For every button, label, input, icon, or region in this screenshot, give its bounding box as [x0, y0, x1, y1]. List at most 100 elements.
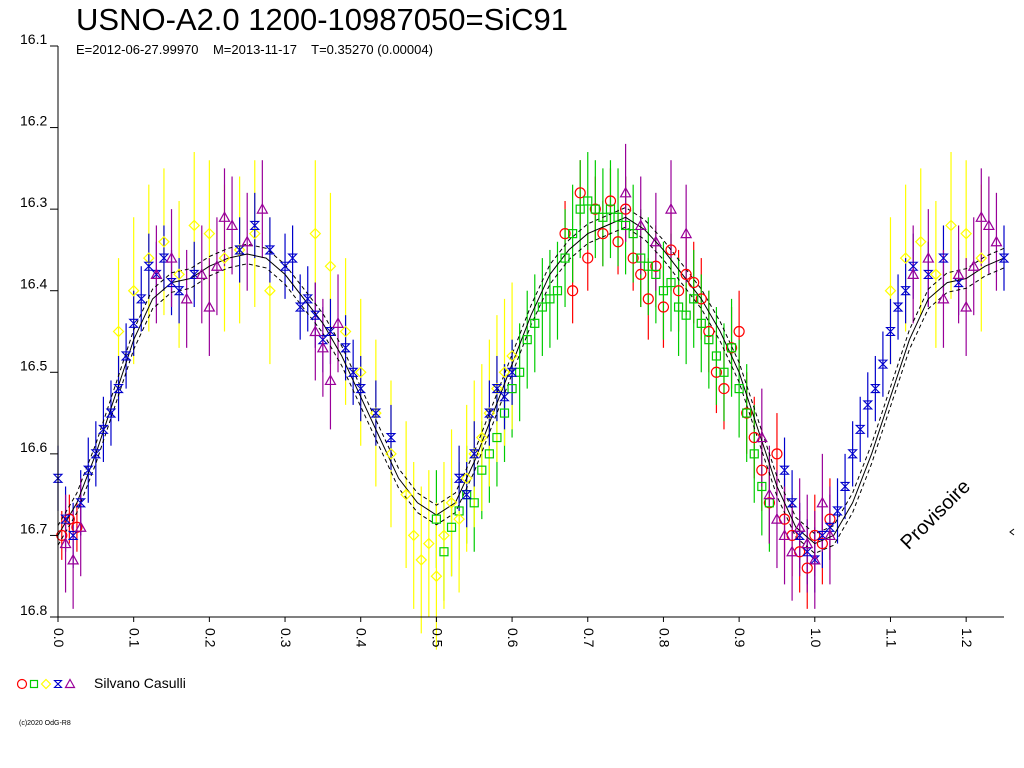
- point-triangle: [226, 219, 239, 231]
- point-triangle: [763, 488, 776, 500]
- y-tick-label: 16.6: [20, 439, 47, 455]
- point-diamond: [460, 472, 473, 485]
- point-square: [484, 449, 494, 459]
- point-star: [484, 408, 495, 418]
- point-triangle: [59, 537, 72, 549]
- legend-square-icon: [29, 679, 39, 689]
- chart-subtitle: E=2012-06-27.99970 M=2013-11-17 T=0.3527…: [76, 42, 433, 57]
- point-circle: [801, 562, 813, 574]
- point-circle: [642, 293, 654, 305]
- point-star: [779, 465, 790, 475]
- point-diamond: [339, 325, 352, 338]
- y-tick-label: 16.3: [20, 194, 47, 210]
- point-star: [317, 335, 329, 345]
- point-star: [120, 351, 132, 361]
- point-diamond: [430, 570, 443, 583]
- point-square: [673, 302, 684, 312]
- point-star: [461, 490, 472, 500]
- point-circle: [688, 276, 700, 289]
- point-star: [340, 343, 351, 353]
- point-square: [507, 384, 517, 394]
- point-triangle: [180, 292, 193, 304]
- point-square: [620, 220, 631, 231]
- point-square: [704, 335, 714, 345]
- point-diamond: [385, 448, 397, 460]
- point-star: [824, 522, 836, 532]
- point-triangle: [907, 268, 920, 279]
- point-circle: [567, 285, 579, 297]
- point-diamond: [354, 366, 367, 379]
- point-diamond: [142, 252, 155, 264]
- point-diamond: [945, 219, 957, 232]
- point-diamond: [914, 235, 927, 248]
- point-circle: [612, 236, 624, 248]
- point-star: [52, 473, 64, 483]
- point-diamond: [930, 268, 942, 281]
- point-square: [726, 343, 737, 353]
- point-star: [302, 294, 314, 304]
- point-triangle: [649, 235, 662, 247]
- point-square: [568, 229, 578, 239]
- point-square: [613, 212, 623, 222]
- point-square: [522, 335, 532, 345]
- point-diamond: [248, 227, 261, 240]
- legend-diamond-icon: [40, 678, 52, 690]
- point-triangle: [808, 553, 821, 565]
- point-star: [877, 359, 889, 369]
- point-square: [651, 269, 661, 279]
- point-star: [105, 408, 117, 418]
- point-star: [113, 384, 124, 394]
- point-diamond: [127, 284, 140, 297]
- point-star: [158, 253, 170, 263]
- point-circle: [718, 383, 730, 395]
- point-circle: [574, 187, 586, 199]
- point-circle: [680, 268, 692, 280]
- x-tick-label: 0.8: [656, 628, 672, 648]
- point-triangle: [210, 260, 223, 271]
- point-star: [188, 269, 200, 279]
- point-square: [598, 212, 608, 222]
- point-square: [469, 498, 479, 508]
- legend-star-icon: [53, 679, 63, 689]
- point-triangle: [823, 529, 836, 541]
- point-circle: [604, 195, 617, 207]
- point-square: [742, 408, 752, 418]
- point-triangle: [309, 325, 322, 337]
- point-star: [453, 473, 465, 483]
- legend-label: Silvano Casulli: [94, 675, 186, 691]
- point-square: [749, 449, 759, 459]
- x-tick-label: 1.1: [883, 628, 899, 648]
- point-circle: [809, 529, 821, 542]
- point-triangle: [786, 545, 799, 557]
- point-triangle: [937, 292, 950, 304]
- point-star: [506, 367, 518, 377]
- point-diamond: [400, 488, 412, 501]
- point-star: [892, 302, 904, 312]
- point-square: [636, 253, 646, 263]
- point-star: [870, 384, 881, 394]
- point-star: [817, 530, 828, 540]
- point-diamond: [158, 235, 170, 248]
- point-triangle: [203, 300, 216, 312]
- y-tick-label: 16.7: [20, 520, 47, 536]
- point-triangle: [778, 529, 791, 541]
- point-triangle: [793, 521, 806, 532]
- copyright-note: (c)2020 OdG-R8: [19, 720, 71, 727]
- point-diamond: [415, 554, 428, 566]
- point-diamond: [498, 366, 511, 379]
- point-star: [862, 400, 874, 410]
- point-triangle: [982, 219, 995, 231]
- point-diamond: [475, 431, 488, 444]
- point-square: [431, 514, 441, 524]
- point-circle: [665, 244, 677, 256]
- legend-circle-icon: [16, 678, 28, 690]
- x-tick-labels: 0.0 0.1 0.2 0.3 0.4 0.5 0.6 0.7 0.8 0.9 1.0 1.1 1.2: [51, 628, 975, 648]
- point-diamond: [491, 382, 503, 395]
- point-triangle: [664, 202, 678, 214]
- point-triangle: [67, 553, 80, 565]
- point-triangle: [218, 211, 231, 222]
- point-square: [492, 432, 502, 443]
- point-triangle: [990, 235, 1003, 247]
- point-triangle: [195, 268, 208, 279]
- point-triangle: [256, 202, 269, 214]
